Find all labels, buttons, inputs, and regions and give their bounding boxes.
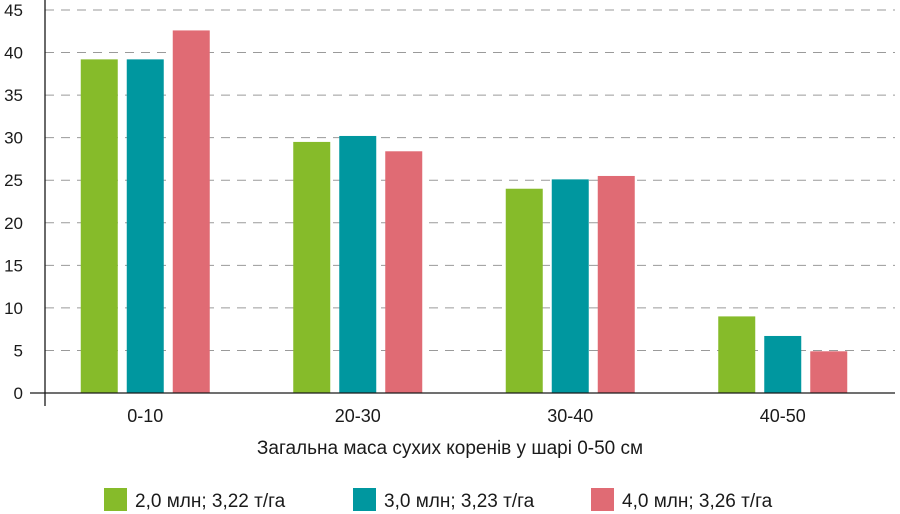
legend-swatch [591, 488, 614, 511]
legend: 2,0 млн; 3,22 т/га 3,0 млн; 3,23 т/га 4,0 … [104, 488, 773, 512]
bar-30-40-series-3 [597, 175, 635, 393]
axes: 0 5 10 15 20 25 30 35 40 45 0-10 20-30 30-40 40-50 [4, 0, 895, 426]
bars [80, 30, 848, 394]
bar-20-30-series-1 [293, 141, 331, 393]
bar-40-50-series-1 [718, 316, 756, 393]
bar-40-50-series-2 [764, 335, 802, 393]
legend-label: 4,0 млн; 3,26 т/га [622, 491, 773, 512]
y-tick-label: 15 [4, 256, 23, 275]
y-tick-label: 45 [4, 1, 23, 20]
y-tick-label: 20 [4, 214, 23, 233]
legend-label: 2,0 млн; 3,22 т/га [135, 491, 286, 512]
bar-30-40-series-2 [551, 179, 589, 393]
x-tick-label: 20-30 [335, 406, 381, 426]
x-axis-title: Загальна маса сухих коренів у шарі 0-50 … [257, 438, 643, 459]
x-tick-label: 30-40 [547, 406, 593, 426]
y-tick-label: 25 [4, 171, 23, 190]
legend-label: 3,0 млн; 3,23 т/га [384, 491, 535, 512]
bar-0-10-series-2 [126, 59, 164, 394]
y-tick-label: 0 [14, 384, 23, 403]
y-tick-label: 40 [4, 44, 23, 63]
bar-0-10-series-3 [172, 30, 210, 393]
y-tick-label: 10 [4, 299, 23, 318]
bar-30-40-series-1 [505, 188, 543, 393]
x-tick-label: 0-10 [127, 406, 163, 426]
bar-20-30-series-3 [385, 151, 423, 393]
x-tick-label: 40-50 [760, 406, 806, 426]
y-tick-label: 35 [4, 86, 23, 105]
bar-40-50-series-3 [810, 351, 848, 393]
legend-swatch [353, 488, 376, 511]
bar-20-30-series-2 [339, 135, 377, 393]
grid-lines [45, 9, 895, 351]
bar-0-10-series-1 [80, 59, 118, 394]
legend-swatch [104, 488, 127, 511]
y-tick-label: 30 [4, 129, 23, 148]
y-tick-label: 5 [14, 341, 23, 360]
